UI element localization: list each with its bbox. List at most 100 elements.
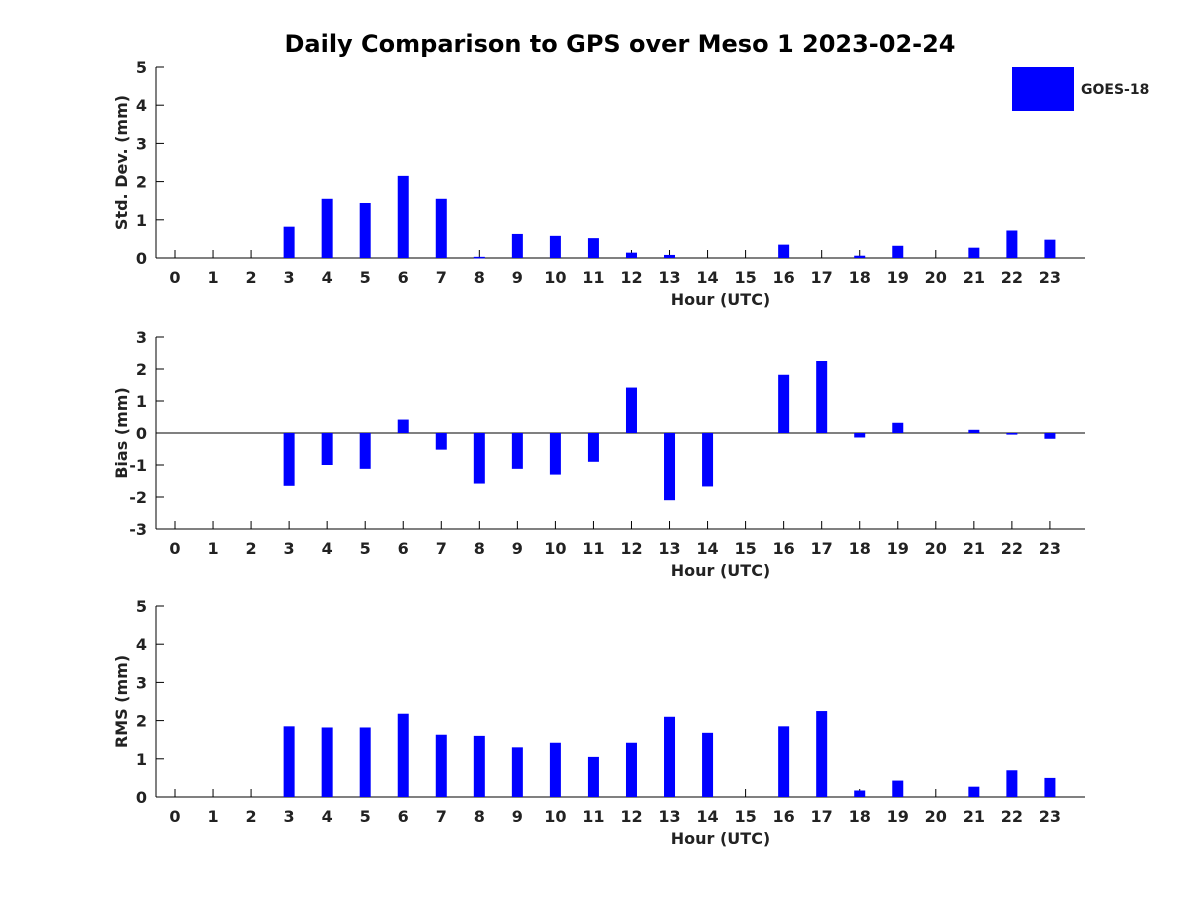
x-tick-label: 13 xyxy=(658,807,680,826)
x-tick-label: 20 xyxy=(925,268,947,287)
legend-label: GOES-18 xyxy=(1081,82,1149,98)
bar-hour-8 xyxy=(473,256,485,259)
y-tick-label: 2 xyxy=(136,173,147,192)
x-tick-label: 4 xyxy=(322,268,333,287)
x-tick-label: 4 xyxy=(322,807,333,826)
x-tick-label: 7 xyxy=(436,268,447,287)
x-tick-label: 20 xyxy=(925,539,947,558)
bar-hour-22 xyxy=(1006,433,1018,435)
y-tick-label: 1 xyxy=(136,211,147,230)
x-tick-label: 8 xyxy=(474,268,485,287)
bar-hour-5 xyxy=(359,433,371,469)
x-tick-label: 17 xyxy=(811,539,833,558)
x-tick-label: 6 xyxy=(398,268,409,287)
x-tick-label: 7 xyxy=(436,807,447,826)
x-tick-label: 1 xyxy=(207,807,218,826)
bar-hour-7 xyxy=(435,198,447,258)
legend-swatch xyxy=(1012,67,1074,111)
x-tick-label: 16 xyxy=(773,539,795,558)
x-tick-label: 11 xyxy=(582,268,604,287)
y-tick-label: 5 xyxy=(136,597,147,616)
x-tick-label: 6 xyxy=(398,539,409,558)
x-axis-label: Hour (UTC) xyxy=(671,561,771,580)
x-tick-label: 22 xyxy=(1001,268,1023,287)
bar-hour-11 xyxy=(587,433,599,462)
x-axis-label: Hour (UTC) xyxy=(671,829,771,848)
y-tick-label: 0 xyxy=(136,424,147,443)
x-tick-label: 15 xyxy=(734,539,756,558)
bar-hour-18 xyxy=(854,790,866,797)
x-tick-label: 5 xyxy=(360,807,371,826)
bar-hour-12 xyxy=(625,387,637,433)
x-axis-label: Hour (UTC) xyxy=(671,290,771,309)
x-tick-label: 3 xyxy=(284,807,295,826)
bar-hour-22 xyxy=(1006,770,1018,797)
x-tick-label: 21 xyxy=(963,268,985,287)
y-tick-label: 4 xyxy=(136,96,147,115)
x-tick-label: 14 xyxy=(696,268,718,287)
bar-hour-7 xyxy=(435,433,447,450)
x-tick-label: 3 xyxy=(284,268,295,287)
bar-hour-3 xyxy=(283,226,295,258)
chart-title: Daily Comparison to GPS over Meso 1 2023… xyxy=(284,30,956,58)
y-tick-label: 1 xyxy=(136,750,147,769)
x-tick-label: 21 xyxy=(963,539,985,558)
y-tick-label: 0 xyxy=(136,788,147,807)
y-tick-label: 5 xyxy=(136,58,147,77)
bar-hour-12 xyxy=(625,252,637,258)
x-tick-label: 0 xyxy=(169,268,180,287)
x-tick-label: 8 xyxy=(474,807,485,826)
bar-hour-11 xyxy=(587,756,599,797)
x-tick-label: 22 xyxy=(1001,807,1023,826)
bar-hour-8 xyxy=(473,735,485,797)
bar-hour-21 xyxy=(968,247,980,258)
bar-hour-3 xyxy=(283,433,295,486)
x-tick-label: 1 xyxy=(207,268,218,287)
bar-hour-12 xyxy=(625,742,637,797)
bar-hour-9 xyxy=(511,747,523,797)
bar-hour-7 xyxy=(435,734,447,797)
y-tick-label: 2 xyxy=(136,360,147,379)
bar-hour-9 xyxy=(511,433,523,469)
bar-hour-5 xyxy=(359,727,371,797)
bar-hour-6 xyxy=(397,175,409,258)
bar-hour-17 xyxy=(816,711,828,797)
y-tick-label: 3 xyxy=(136,134,147,153)
x-tick-label: 4 xyxy=(322,539,333,558)
x-tick-label: 20 xyxy=(925,807,947,826)
x-tick-label: 9 xyxy=(512,268,523,287)
x-tick-label: 19 xyxy=(887,807,909,826)
bar-hour-16 xyxy=(778,726,790,797)
x-tick-label: 8 xyxy=(474,539,485,558)
x-tick-label: 10 xyxy=(544,539,566,558)
x-tick-label: 0 xyxy=(169,807,180,826)
x-tick-label: 3 xyxy=(284,539,295,558)
bar-hour-19 xyxy=(892,422,904,433)
x-tick-label: 5 xyxy=(360,268,371,287)
bar-hour-4 xyxy=(321,433,333,465)
bar-hour-18 xyxy=(854,255,866,258)
x-tick-label: 19 xyxy=(887,539,909,558)
bar-hour-10 xyxy=(549,235,561,258)
x-tick-label: 13 xyxy=(658,539,680,558)
x-tick-label: 19 xyxy=(887,268,909,287)
y-tick-label: -1 xyxy=(129,456,147,475)
y-tick-label: -2 xyxy=(129,488,147,507)
x-tick-label: 18 xyxy=(849,807,871,826)
x-tick-label: 17 xyxy=(811,268,833,287)
bar-hour-6 xyxy=(397,419,409,433)
bar-hour-5 xyxy=(359,202,371,258)
x-tick-label: 1 xyxy=(207,539,218,558)
x-tick-label: 11 xyxy=(582,807,604,826)
x-tick-label: 12 xyxy=(620,807,642,826)
x-tick-label: 14 xyxy=(696,539,718,558)
y-tick-label: 4 xyxy=(136,635,147,654)
y-tick-label: 2 xyxy=(136,712,147,731)
bar-hour-13 xyxy=(664,433,676,501)
bar-hour-22 xyxy=(1006,230,1018,258)
bar-hour-19 xyxy=(892,780,904,797)
